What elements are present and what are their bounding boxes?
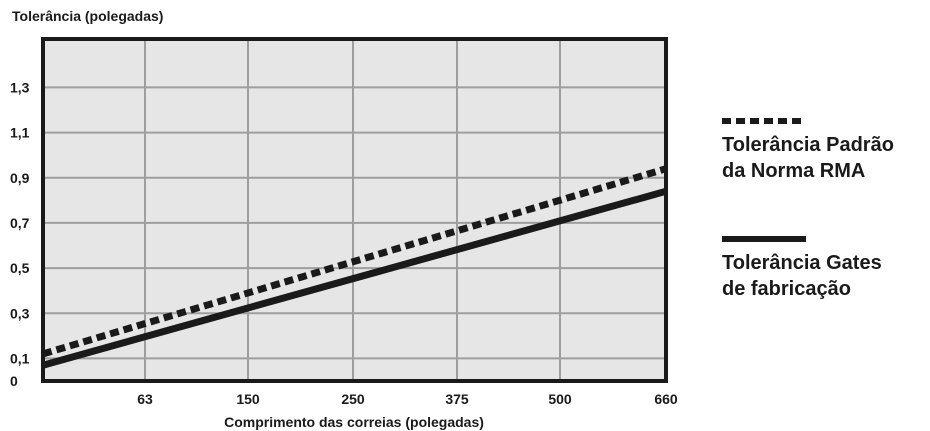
y-tick-label: 0,7 [10, 215, 30, 231]
y-tick-label: 0,1 [10, 350, 30, 366]
y-tick-label: 1,3 [10, 79, 30, 95]
series-line-rma [42, 165, 667, 358]
y-tick-label: 0,9 [10, 170, 30, 186]
x-axis-title: Comprimento das correias (polegadas) [224, 414, 484, 430]
legend-label-gates: Tolerância Gates de fabricação [722, 250, 882, 302]
legend-label-rma-line2: da Norma RMA [722, 160, 866, 182]
y-tick-label: 0,5 [10, 260, 30, 276]
legend-swatch-dotted [722, 118, 806, 124]
series-group [42, 165, 667, 369]
y-axis-title: Tolerância (polegadas) [12, 8, 163, 24]
legend-swatch-solid [722, 236, 806, 242]
legend-label-gates-line1: Tolerância Gates [722, 252, 882, 274]
x-tick-label: 375 [445, 391, 469, 407]
legend-item-gates: Tolerância Gates de fabricação [722, 236, 882, 302]
x-tick-label: 250 [341, 391, 365, 407]
plot-frame [41, 37, 668, 383]
legend-item-rma: Tolerância Padrão da Norma RMA [722, 118, 894, 184]
legend-label-gates-line2: de fabricação [722, 278, 851, 300]
legend-label-rma: Tolerância Padrão da Norma RMA [722, 132, 894, 184]
y-tick-labels: 0 0,1 0,3 0,5 0,7 0,9 1,1 1,3 [10, 79, 30, 389]
legend-label-rma-line1: Tolerância Padrão [722, 134, 894, 156]
x-tick-labels: 63 150 250 375 500 660 [137, 391, 678, 407]
plot-area [43, 39, 666, 381]
grid [43, 39, 666, 381]
x-tick-label: 500 [548, 391, 572, 407]
y-tick-label: 0 [10, 373, 18, 389]
x-tick-label: 63 [137, 391, 153, 407]
x-tick-label: 660 [654, 391, 678, 407]
x-tick-label: 150 [236, 391, 260, 407]
y-tick-label: 0,3 [10, 305, 30, 321]
y-tick-label: 1,1 [10, 125, 30, 141]
series-line-gates [42, 187, 667, 369]
